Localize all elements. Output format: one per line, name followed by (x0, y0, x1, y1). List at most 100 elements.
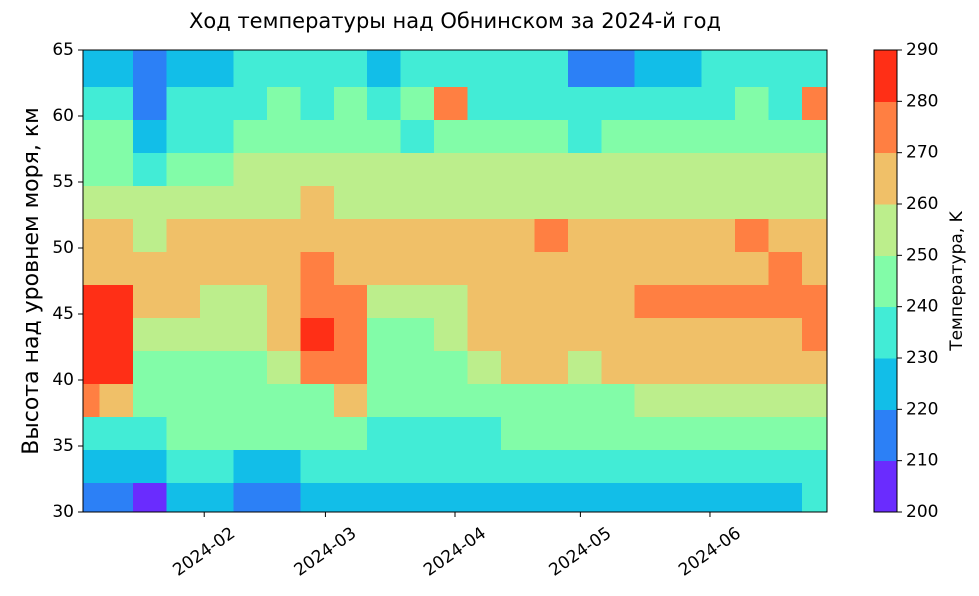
contour-cell (266, 152, 301, 186)
contour-cell (367, 284, 402, 318)
contour-cell (634, 449, 669, 483)
contour-cell (266, 383, 301, 417)
contour-cell (534, 185, 569, 219)
contour-cell (83, 185, 101, 219)
colorbar-tick-label: 200 (906, 502, 938, 522)
contour-cell (701, 449, 736, 483)
contour-cell (166, 383, 201, 417)
contour-cell (701, 383, 736, 417)
contour-cell (735, 185, 770, 219)
contour-cell (634, 86, 669, 120)
contour-cell (400, 152, 435, 186)
contour-cell (668, 449, 703, 483)
contour-cell (768, 152, 803, 186)
contour-cell (434, 482, 469, 513)
contour-cell (500, 218, 536, 252)
contour-cell (400, 482, 435, 513)
contour-cell (634, 152, 669, 186)
colorbar-band (874, 255, 897, 308)
contour-cell (300, 50, 335, 87)
contour-cell (735, 317, 770, 351)
contour-cell (567, 350, 602, 384)
contour-cell (99, 152, 134, 186)
contour-cell (768, 218, 803, 252)
colorbar-frame (873, 49, 898, 513)
contour-cell (99, 185, 134, 219)
contour-cell (166, 185, 201, 219)
contour-cell (801, 218, 828, 252)
contour-cell (534, 482, 569, 513)
contour-cell (534, 416, 569, 450)
contour-cell (768, 251, 803, 285)
contour-cell (99, 86, 134, 120)
contour-cell (133, 383, 168, 417)
contour-cell (601, 50, 636, 87)
contour-cell (434, 350, 469, 384)
contour-cell (333, 185, 368, 219)
contour-cell (133, 86, 168, 120)
contour-cell (768, 86, 803, 120)
contour-cell (668, 482, 703, 513)
contour-cell (133, 152, 168, 186)
contour-cell (801, 86, 828, 120)
contour-cell (166, 119, 201, 153)
contour-cell (500, 86, 536, 120)
colorbar-band (874, 358, 897, 410)
contour-cell (434, 119, 469, 153)
contour-cell (434, 317, 469, 351)
contour-cell (735, 449, 770, 483)
contour-cell (367, 317, 402, 351)
contour-cell (634, 251, 669, 285)
contour-cell (701, 251, 736, 285)
contour-cell (133, 416, 168, 450)
contour-cell (233, 482, 268, 513)
contour-cell (200, 284, 235, 318)
contour-cell (534, 119, 569, 153)
contour-cell (768, 284, 803, 318)
contour-cell (333, 119, 368, 153)
colorbar-label: Температура, K (947, 210, 967, 351)
contour-cell (801, 383, 828, 417)
contour-cell (701, 152, 736, 186)
contour-cell (166, 251, 201, 285)
contour-cell (166, 218, 201, 252)
contour-cell (567, 152, 602, 186)
contour-cell (567, 416, 602, 450)
contour-cell (567, 251, 602, 285)
contour-cell (735, 119, 770, 153)
contour-cell (668, 152, 703, 186)
contour-cell (300, 86, 335, 120)
contour-cell (601, 251, 636, 285)
contour-cell (601, 119, 636, 153)
contour-cell (300, 482, 335, 513)
contour-cell (601, 218, 636, 252)
contour-cell (166, 284, 201, 318)
contour-cell (99, 482, 134, 513)
contour-cell (99, 317, 134, 351)
contour-cell (99, 119, 134, 153)
contour-cell (668, 317, 703, 351)
contour-cell (367, 482, 402, 513)
colorbar-tick-label: 270 (906, 143, 938, 163)
x-tick-label: 2024-02 (169, 523, 239, 580)
contour-cell (634, 119, 669, 153)
contour-cell (300, 416, 335, 450)
contour-cell (668, 50, 703, 87)
contour-cell (701, 350, 736, 384)
contour-cell (266, 86, 301, 120)
contour-cell (634, 218, 669, 252)
contour-cell (601, 284, 636, 318)
contour-cell (200, 350, 235, 384)
contour-cell (367, 152, 402, 186)
contour-cell (801, 119, 828, 153)
colorbar-band (874, 409, 897, 462)
contour-cell (367, 251, 402, 285)
contour-cell (434, 86, 469, 120)
contour-cell (601, 416, 636, 450)
colorbar-tick-label: 260 (906, 194, 938, 214)
contour-cell (266, 119, 301, 153)
contour-cell (166, 317, 201, 351)
contour-cell (434, 383, 469, 417)
contour-cell (801, 185, 828, 219)
